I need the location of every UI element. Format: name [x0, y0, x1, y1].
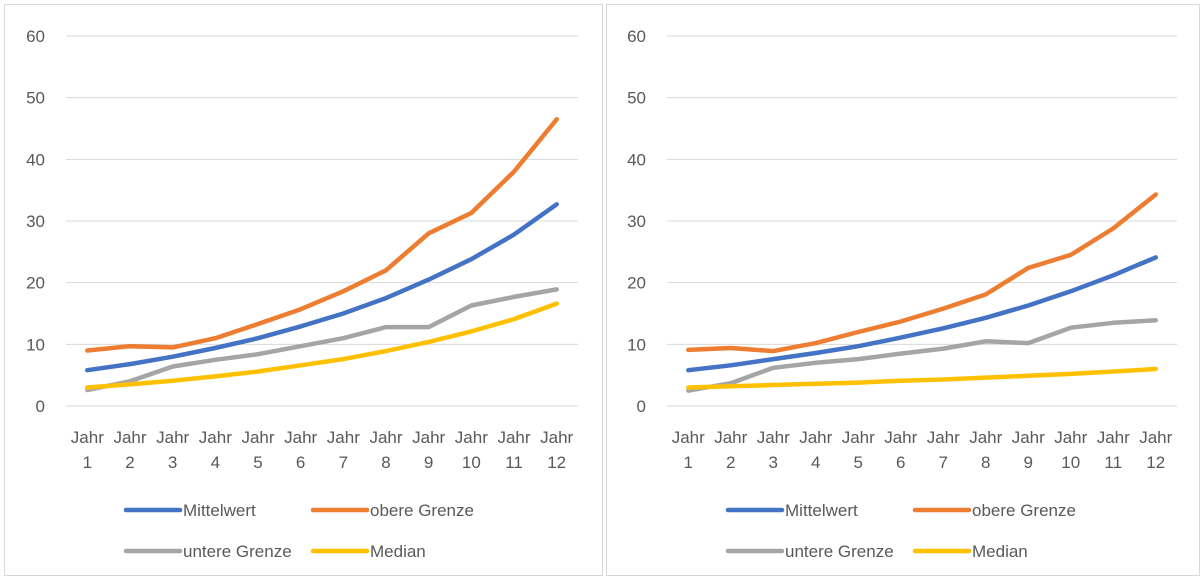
x-tick-label: 4	[811, 453, 820, 472]
x-tick-label: Jahr	[927, 428, 960, 447]
x-tick-label: Jahr	[540, 428, 573, 447]
x-tick-label: Jahr	[1054, 428, 1087, 447]
x-tick-label: Jahr	[1139, 428, 1172, 447]
x-tick-label: 9	[424, 453, 433, 472]
series-line	[686, 318, 1159, 393]
x-tick-label: Jahr	[799, 428, 832, 447]
x-tick-label: Jahr	[369, 428, 402, 447]
x-tick-label: 3	[769, 453, 778, 472]
x-tick-label: 8	[381, 453, 390, 472]
x-tick-label: 9	[1024, 453, 1033, 472]
legend-label: Mittelwert	[183, 501, 256, 520]
x-tick-label: 6	[296, 453, 305, 472]
x-tick-label: 12	[1146, 453, 1165, 472]
x-tick-label: Jahr	[497, 428, 530, 447]
legend-label: untere Grenze	[785, 542, 894, 561]
legend-label: Median	[370, 542, 426, 561]
legend-label: Mittelwert	[785, 501, 858, 520]
x-tick-label: Jahr	[969, 428, 1002, 447]
x-tick-label: Jahr	[199, 428, 232, 447]
x-tick-label: Jahr	[412, 428, 445, 447]
x-tick-label: 5	[854, 453, 863, 472]
x-tick-label: 7	[939, 453, 948, 472]
x-tick-label: 6	[896, 453, 905, 472]
x-tick-label: Jahr	[757, 428, 790, 447]
series-line	[686, 255, 1159, 373]
x-tick-label: Jahr	[327, 428, 360, 447]
series-line	[85, 202, 559, 373]
x-tick-label: Jahr	[113, 428, 146, 447]
y-tick-label: 40	[627, 150, 646, 169]
y-tick-label: 10	[26, 335, 45, 354]
series-line	[85, 117, 559, 353]
series-line	[85, 287, 559, 393]
series-line	[686, 366, 1159, 390]
y-tick-label: 50	[26, 89, 45, 108]
x-tick-label: 10	[462, 453, 481, 472]
y-tick-label: 10	[627, 335, 646, 354]
x-tick-label: 11	[1104, 453, 1122, 472]
x-tick-label: 1	[83, 453, 92, 472]
legend-label: obere Grenze	[370, 501, 474, 520]
line-chart-left: 0 10 20 30 40 50 60 Jahr 1 Jahr 2 Jahr 3 Jahr 4 Jahr 5 Ja…	[26, 27, 578, 561]
y-tick-label: 30	[26, 212, 45, 231]
x-tick-label: Jahr	[1097, 428, 1130, 447]
x-tick-label: 8	[981, 453, 990, 472]
x-tick-label: 1	[684, 453, 693, 472]
x-tick-label: 5	[253, 453, 262, 472]
x-tick-label: Jahr	[1012, 428, 1045, 447]
chart-panel-left: 0 10 20 30 40 50 60 Jahr 1 Jahr 2 Jahr 3 Jahr 4 Jahr 5 Ja…	[4, 4, 603, 576]
x-tick-label: 12	[547, 453, 566, 472]
x-tick-label: Jahr	[284, 428, 317, 447]
x-tick-label: 2	[726, 453, 735, 472]
x-tick-label: 7	[339, 453, 348, 472]
y-tick-label: 50	[627, 89, 646, 108]
legend-label: untere Grenze	[183, 542, 292, 561]
x-tick-label: Jahr	[714, 428, 747, 447]
x-tick-label: Jahr	[455, 428, 488, 447]
series-line	[686, 192, 1159, 354]
x-tick-label: 11	[505, 453, 523, 472]
x-tick-label: 3	[168, 453, 177, 472]
y-tick-label: 0	[36, 397, 45, 416]
x-tick-label: 10	[1061, 453, 1080, 472]
y-tick-label: 60	[26, 27, 45, 46]
x-tick-label: Jahr	[672, 428, 705, 447]
legend-label: obere Grenze	[972, 501, 1076, 520]
x-tick-label: 2	[125, 453, 134, 472]
x-tick-label: Jahr	[156, 428, 189, 447]
x-tick-label: Jahr	[241, 428, 274, 447]
x-tick-label: Jahr	[71, 428, 104, 447]
series-line	[85, 301, 559, 390]
y-tick-label: 30	[627, 212, 646, 231]
x-tick-label: Jahr	[842, 428, 875, 447]
y-tick-label: 0	[637, 397, 646, 416]
chart-panel-right: 0 10 20 30 40 50 60 Jahr 1 Jahr 2 Jahr 3 Jahr 4 Jahr 5 Ja…	[606, 4, 1200, 576]
y-tick-label: 60	[627, 27, 646, 46]
y-tick-label: 20	[26, 274, 45, 293]
x-tick-label: Jahr	[884, 428, 917, 447]
x-tick-label: 4	[211, 453, 220, 472]
y-tick-label: 40	[26, 150, 45, 169]
line-chart-right: 0 10 20 30 40 50 60 Jahr 1 Jahr 2 Jahr 3 Jahr 4 Jahr 5 Ja…	[627, 27, 1177, 561]
y-tick-label: 20	[627, 274, 646, 293]
legend-label: Median	[972, 542, 1028, 561]
